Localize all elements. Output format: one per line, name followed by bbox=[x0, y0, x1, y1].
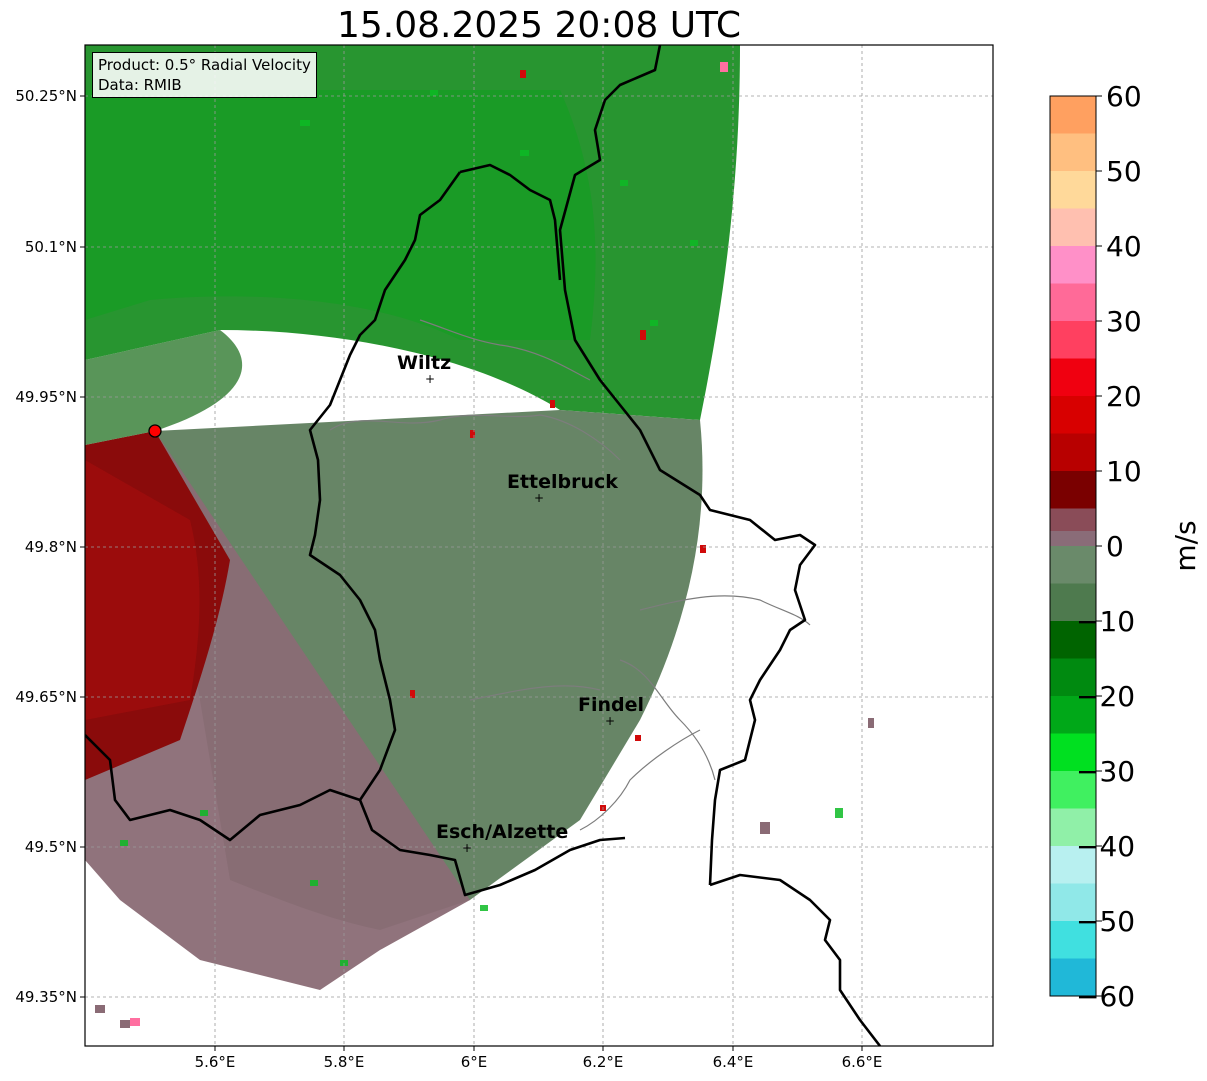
city-label: Wiltz bbox=[397, 352, 451, 374]
city-label: Esch/Alzette bbox=[436, 821, 568, 843]
lon-tick-label: 6°E bbox=[461, 1053, 488, 1071]
radar-field bbox=[85, 45, 993, 1046]
colorbar-swatch bbox=[1050, 658, 1096, 696]
colorbar-swatch bbox=[1050, 883, 1096, 921]
lat-tick-label: 49.5°N bbox=[25, 838, 77, 856]
product-info-box: Product: 0.5° Radial Velocity Data: RMIB bbox=[92, 52, 317, 98]
lat-tick-label: 49.95°N bbox=[15, 388, 77, 406]
colorbar-swatch bbox=[1050, 921, 1096, 959]
colorbar-swatch bbox=[1050, 583, 1096, 621]
colorbar-swatch bbox=[1050, 508, 1096, 531]
colorbar-ticks: 60 50 40 30 20 10 0 −10 −20 −30 −40 −50 … bbox=[1076, 80, 1142, 1013]
colorbar-swatch bbox=[1050, 546, 1096, 584]
colorbar-swatch bbox=[1050, 771, 1096, 809]
lon-tick-label: 6.4°E bbox=[713, 1053, 754, 1071]
canton-borders bbox=[329, 319, 811, 831]
national-border bbox=[85, 45, 882, 1046]
lat-tick-label: 49.35°N bbox=[15, 988, 77, 1006]
map-title: 15.08.2025 20:08 UTC bbox=[336, 5, 742, 46]
colorbar-tick-label: −40 bbox=[1076, 830, 1135, 863]
colorbar-swatch bbox=[1050, 808, 1096, 846]
velocity-band-mauve bbox=[85, 431, 470, 990]
city-marker-icon: + bbox=[605, 714, 615, 728]
colorbar-swatch bbox=[1050, 958, 1096, 996]
city-label: Findel bbox=[578, 694, 644, 716]
colorbar-swatch bbox=[1050, 208, 1096, 246]
city-esch-alzette[interactable]: + Esch/Alzette bbox=[436, 821, 568, 855]
colorbar-tick-label: 0 bbox=[1106, 530, 1124, 563]
lon-tick-label: 5.6°E bbox=[195, 1053, 236, 1071]
data-source-label: Data: RMIB bbox=[98, 76, 182, 94]
colorbar-tick-label: 10 bbox=[1106, 455, 1142, 488]
lat-tick-label: 50.25°N bbox=[15, 87, 77, 105]
colorbar-swatches bbox=[1050, 96, 1096, 996]
colorbar-unit-label: m/s bbox=[1169, 520, 1202, 571]
colorbar-swatch bbox=[1050, 433, 1096, 471]
city-findel[interactable]: + Findel bbox=[578, 694, 644, 728]
radar-site-marker bbox=[148, 424, 162, 438]
colorbar-swatch bbox=[1050, 621, 1096, 659]
colorbar-swatch bbox=[1050, 733, 1096, 771]
colorbar-tick-label: 30 bbox=[1106, 305, 1142, 338]
radar-map[interactable]: + Wiltz + Ettelbruck + Findel + Esch/Alz… bbox=[0, 0, 1000, 1081]
colorbar-swatch bbox=[1050, 846, 1096, 884]
colorbar-swatch bbox=[1050, 283, 1096, 321]
lat-tick-label: 50.1°N bbox=[25, 238, 77, 256]
city-marker-icon: + bbox=[425, 372, 435, 386]
colorbar-swatch bbox=[1050, 246, 1096, 284]
lon-tick-label: 6.2°E bbox=[583, 1053, 624, 1071]
colorbar-swatch bbox=[1050, 396, 1096, 434]
colorbar-tick-label: −60 bbox=[1076, 980, 1135, 1013]
colorbar-tick-label: 20 bbox=[1106, 380, 1142, 413]
colorbar-tick-label: 60 bbox=[1106, 80, 1142, 113]
lon-axis: 5.6°E 5.8°E 6°E 6.2°E 6.4°E 6.6°E bbox=[195, 1046, 883, 1071]
colorbar-tick-label: 50 bbox=[1106, 155, 1142, 188]
colorbar-swatch bbox=[1050, 531, 1096, 546]
colorbar-tick-label: −10 bbox=[1076, 605, 1135, 638]
colorbar-swatch bbox=[1050, 321, 1096, 359]
lon-tick-label: 6.6°E bbox=[842, 1053, 883, 1071]
lon-tick-label: 5.8°E bbox=[324, 1053, 365, 1071]
product-label: Product: 0.5° Radial Velocity bbox=[98, 56, 311, 74]
lat-tick-label: 49.8°N bbox=[25, 538, 77, 556]
city-ettelbruck[interactable]: + Ettelbruck bbox=[507, 471, 618, 505]
colorbar-swatch bbox=[1050, 96, 1096, 134]
city-marker-icon: + bbox=[462, 841, 472, 855]
city-label: Ettelbruck bbox=[507, 471, 618, 493]
city-wiltz[interactable]: + Wiltz bbox=[397, 352, 451, 386]
colorbar-swatch bbox=[1050, 133, 1096, 171]
colorbar-tick-label: −20 bbox=[1076, 680, 1135, 713]
colorbar-swatch bbox=[1050, 696, 1096, 734]
colorbar-tick-label: 40 bbox=[1106, 230, 1142, 263]
lat-tick-label: 49.65°N bbox=[15, 688, 77, 706]
colorbar-tick-label: −30 bbox=[1076, 755, 1135, 788]
colorbar-swatch bbox=[1050, 171, 1096, 209]
map-frame bbox=[84, 44, 994, 1047]
lat-axis: 50.25°N 50.1°N 49.95°N 49.8°N 49.65°N 49… bbox=[15, 87, 85, 1006]
colorbar-swatch bbox=[1050, 471, 1096, 509]
colorbar-tick-label: −50 bbox=[1076, 905, 1135, 938]
city-marker-icon: + bbox=[534, 491, 544, 505]
colorbar-swatch bbox=[1050, 358, 1096, 396]
